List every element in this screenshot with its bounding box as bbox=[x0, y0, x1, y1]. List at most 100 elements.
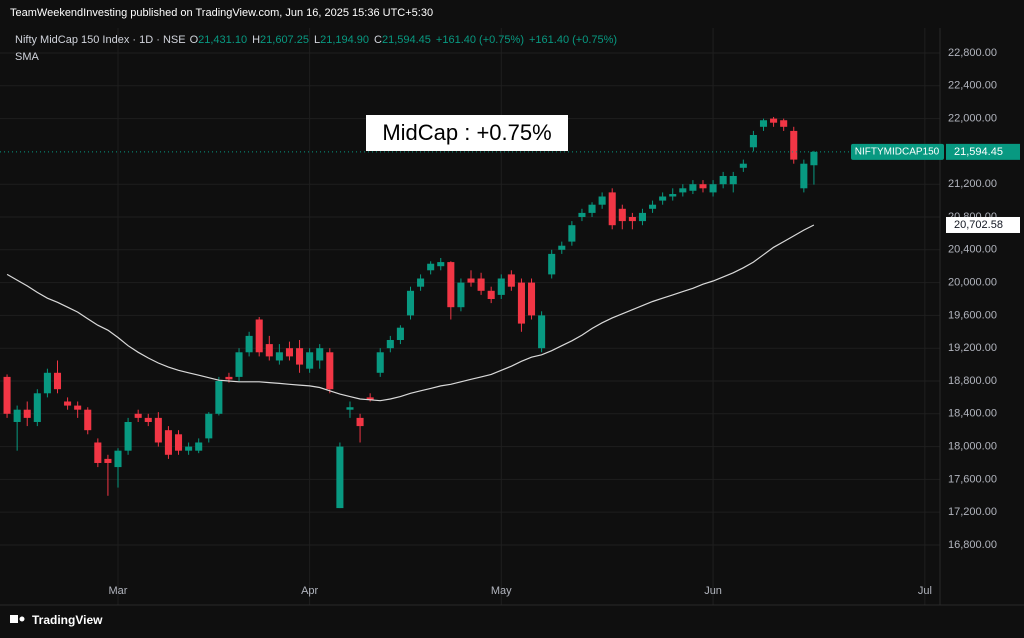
candle-body bbox=[800, 163, 808, 189]
ohlc-value: +161.40 (+0.75%) bbox=[436, 34, 524, 46]
candle-body bbox=[527, 282, 536, 316]
candle-body bbox=[608, 192, 616, 226]
price-tag-box bbox=[946, 143, 1020, 160]
candle-body bbox=[588, 204, 596, 213]
candle-body bbox=[447, 262, 455, 308]
price-tag-name: NIFTYMIDCAP150 bbox=[855, 146, 940, 157]
ohlc-value: +161.40 (+0.75%) bbox=[529, 34, 617, 46]
y-tick-label: 19,600.00 bbox=[948, 309, 997, 321]
candle-body bbox=[417, 278, 425, 287]
candle-body bbox=[749, 135, 757, 148]
sma-tag-box bbox=[946, 216, 1020, 233]
candle-body bbox=[770, 118, 778, 123]
y-tick-label: 18,800.00 bbox=[948, 375, 997, 387]
candle-body bbox=[164, 430, 172, 455]
candle-body bbox=[316, 348, 324, 361]
candle-body bbox=[23, 409, 31, 418]
candle-body bbox=[437, 262, 445, 267]
candle-body bbox=[134, 413, 142, 418]
candle-body bbox=[53, 372, 62, 390]
candle-body bbox=[3, 376, 11, 414]
candle-body bbox=[649, 204, 657, 209]
candle-body bbox=[548, 253, 556, 275]
candle-body bbox=[477, 278, 485, 291]
candle-body bbox=[144, 417, 152, 422]
candle-body bbox=[689, 184, 697, 191]
candle-body bbox=[94, 442, 102, 463]
price-tag-value: 21,594.45 bbox=[954, 146, 1003, 158]
candle-body bbox=[517, 282, 525, 324]
candle-body bbox=[185, 446, 193, 451]
publish-header: TeamWeekendInvesting published on Tradin… bbox=[10, 7, 433, 19]
sma-line bbox=[6, 224, 815, 402]
candle-body bbox=[174, 434, 183, 451]
y-tick-label: 22,800.00 bbox=[948, 47, 997, 59]
candle-body bbox=[84, 409, 92, 431]
x-tick-label: Jul bbox=[918, 585, 932, 597]
candle-body bbox=[790, 130, 798, 160]
candle-body bbox=[497, 278, 505, 295]
candle-body bbox=[699, 184, 707, 189]
candle-body bbox=[114, 450, 122, 468]
candle-body bbox=[205, 413, 213, 439]
candle-body bbox=[638, 212, 646, 222]
candle-body bbox=[356, 417, 364, 427]
logo-shape bbox=[19, 616, 25, 622]
ohlc-value: 21,607.25 bbox=[260, 34, 309, 46]
candle-body bbox=[296, 348, 304, 365]
x-tick-label: May bbox=[491, 585, 512, 597]
candle-body bbox=[729, 176, 737, 185]
candle-body bbox=[336, 446, 344, 509]
candle-body bbox=[759, 120, 768, 127]
y-tick-label: 22,000.00 bbox=[948, 113, 997, 125]
candle-body bbox=[669, 194, 677, 197]
candle-body bbox=[739, 163, 747, 168]
candle-body bbox=[104, 458, 112, 463]
footer-logo bbox=[10, 615, 25, 623]
y-tick-label: 18,000.00 bbox=[948, 440, 997, 452]
y-tick-label: 20,400.00 bbox=[948, 244, 997, 256]
price-tag-name-box bbox=[851, 143, 944, 160]
symbol-legend: Nifty MidCap 150 Index · 1D · NSE bbox=[15, 34, 186, 46]
candle-body bbox=[618, 208, 626, 222]
y-tick-label: 19,200.00 bbox=[948, 342, 997, 354]
candle-body bbox=[568, 225, 576, 242]
candle-body bbox=[719, 176, 727, 185]
annotation: MidCap : +0.75% bbox=[382, 120, 551, 145]
candle-body bbox=[558, 245, 566, 250]
x-tick-label: Jun bbox=[704, 585, 722, 597]
ohlc-key: H bbox=[252, 34, 260, 46]
candle-body bbox=[376, 352, 384, 373]
candle-body bbox=[396, 327, 404, 340]
candle-body bbox=[457, 282, 465, 308]
sma-tag-value: 20,702.58 bbox=[954, 219, 1003, 231]
annotation-box bbox=[366, 115, 568, 151]
candle-body bbox=[326, 352, 334, 390]
candle-body bbox=[538, 315, 546, 349]
candle-body bbox=[64, 401, 72, 406]
candle-body bbox=[679, 188, 687, 193]
candle-body bbox=[215, 380, 223, 414]
ohlc-value: 21,194.90 bbox=[320, 34, 369, 46]
y-tick-label: 17,600.00 bbox=[948, 473, 997, 485]
x-tick-label: Apr bbox=[301, 585, 318, 597]
candle-body bbox=[406, 290, 415, 316]
candle-body bbox=[275, 352, 283, 361]
candle-body bbox=[124, 421, 132, 451]
ohlc-key: O bbox=[190, 34, 199, 46]
candle-body bbox=[386, 339, 394, 349]
candle-body bbox=[154, 417, 162, 443]
candle-body bbox=[709, 184, 717, 193]
candle-body bbox=[598, 196, 606, 205]
candle-body bbox=[780, 120, 788, 127]
candle-body bbox=[255, 319, 263, 353]
ohlc-key: L bbox=[314, 34, 320, 46]
ohlc-key: C bbox=[374, 34, 382, 46]
candle-body bbox=[467, 278, 475, 283]
x-tick-label: Mar bbox=[109, 585, 128, 597]
ohlc-value: 21,594.45 bbox=[382, 34, 431, 46]
candle-body bbox=[659, 196, 667, 201]
footer-brand: TradingView bbox=[32, 613, 103, 627]
